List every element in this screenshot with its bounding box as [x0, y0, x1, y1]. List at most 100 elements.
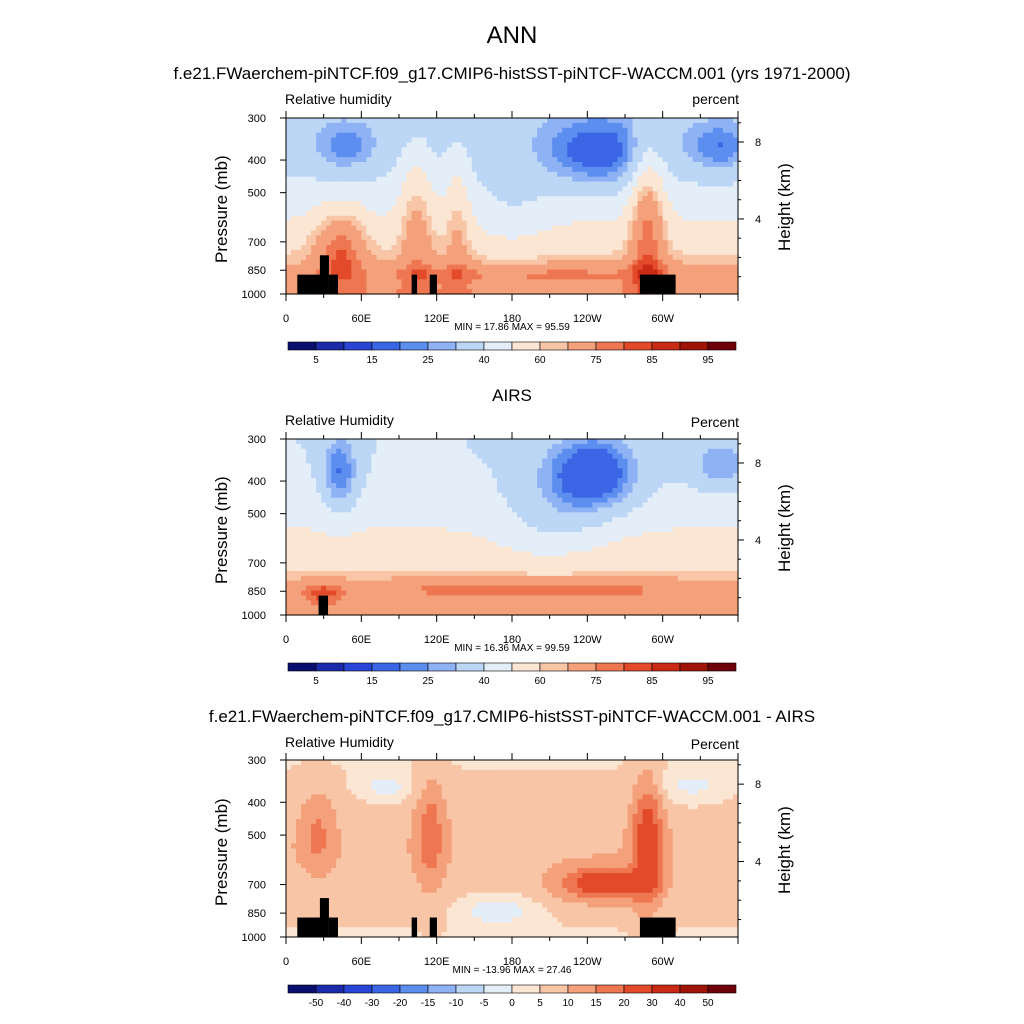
field-cell: [331, 250, 337, 256]
field-cell: [672, 448, 679, 455]
field-cell: [426, 259, 433, 266]
field-cell: [517, 289, 523, 295]
field-cell: [291, 453, 297, 460]
field-cell: [537, 453, 543, 460]
field-cell: [682, 176, 689, 183]
field-cell: [562, 230, 568, 236]
field-cell: [692, 254, 699, 261]
field-cell: [692, 512, 699, 518]
field-cell: [406, 269, 413, 276]
field-cell: [371, 448, 377, 455]
field-cell: [486, 166, 493, 173]
field-cell: [336, 264, 342, 271]
field-cell: [567, 463, 573, 469]
field-cell: [607, 152, 614, 158]
field-cell: [311, 142, 317, 148]
field-cell: [647, 132, 654, 139]
field-cell: [592, 127, 598, 134]
field-cell: [612, 478, 619, 484]
field-cell: [481, 191, 488, 197]
field-cell: [421, 171, 428, 178]
field-cell: [481, 439, 488, 445]
field-cell: [552, 269, 558, 276]
field-cell: [587, 497, 593, 504]
field-cell: [416, 269, 423, 276]
field-cell: [707, 274, 714, 280]
field-cell: [396, 122, 403, 129]
field-cell: [476, 468, 483, 474]
field-cell: [512, 118, 518, 124]
field-cell: [727, 122, 734, 129]
field-cell: [627, 468, 634, 474]
field-cell: [682, 137, 689, 144]
field-cell: [547, 157, 553, 163]
field-cell: [707, 201, 714, 207]
field-cell: [356, 166, 362, 173]
field-cell: [386, 122, 393, 129]
field-cell: [496, 439, 503, 445]
field-cell: [386, 176, 393, 183]
field-cell: [506, 468, 513, 474]
field-cell: [506, 497, 513, 504]
field-cell: [406, 181, 413, 188]
field-cell: [291, 527, 297, 533]
field-cell: [722, 166, 729, 173]
field-cell: [371, 453, 377, 460]
field-cell: [627, 157, 634, 163]
field-cell: [291, 181, 297, 188]
field-cell: [441, 483, 448, 489]
field-cell: [496, 453, 503, 460]
field-cell: [637, 517, 644, 523]
field-cell: [532, 279, 538, 285]
field-cell: [426, 517, 433, 523]
field-cell: [662, 483, 669, 489]
field-cell: [341, 245, 347, 251]
field-cell: [687, 502, 694, 509]
field-cell: [732, 487, 739, 494]
field-cell: [727, 186, 734, 192]
field-cell: [331, 171, 337, 178]
field-cell: [471, 264, 478, 271]
field-cell: [672, 254, 679, 261]
field-cell: [336, 507, 342, 513]
field-cell: [391, 473, 398, 479]
field-cell: [522, 473, 528, 479]
field-cell: [381, 487, 388, 494]
field-cell: [667, 137, 674, 144]
field-cell: [331, 473, 337, 479]
field-cell: [301, 147, 307, 153]
field-cell: [356, 132, 362, 139]
field-cell: [637, 463, 644, 469]
field-cell: [707, 284, 714, 290]
field-cell: [522, 443, 528, 450]
field-cell: [637, 483, 644, 489]
field-cell: [662, 206, 669, 212]
field-cell: [401, 468, 408, 474]
field-cell: [486, 152, 493, 158]
field-cell: [286, 527, 292, 533]
field-cell: [532, 473, 538, 479]
field-cell: [301, 206, 307, 212]
field-cell: [416, 517, 423, 523]
field-cell: [622, 225, 629, 232]
field-cell: [677, 284, 684, 290]
field-cell: [662, 181, 669, 188]
field-cell: [532, 127, 538, 134]
field-cell: [597, 191, 603, 197]
field-cell: [506, 235, 513, 241]
field-cell: [652, 439, 659, 445]
field-cell: [491, 196, 498, 202]
field-cell: [286, 171, 292, 178]
field-cell: [431, 483, 438, 489]
field-cell: [722, 171, 729, 178]
field-cell: [632, 289, 639, 295]
field-cell: [522, 162, 528, 168]
field-cell: [346, 492, 352, 499]
field-cell: [717, 448, 724, 455]
field-cell: [426, 492, 433, 499]
field-cell: [552, 463, 558, 469]
field-cell: [486, 230, 493, 236]
field-cell: [542, 201, 548, 207]
field-cell: [722, 259, 729, 266]
field-cell: [316, 448, 322, 455]
